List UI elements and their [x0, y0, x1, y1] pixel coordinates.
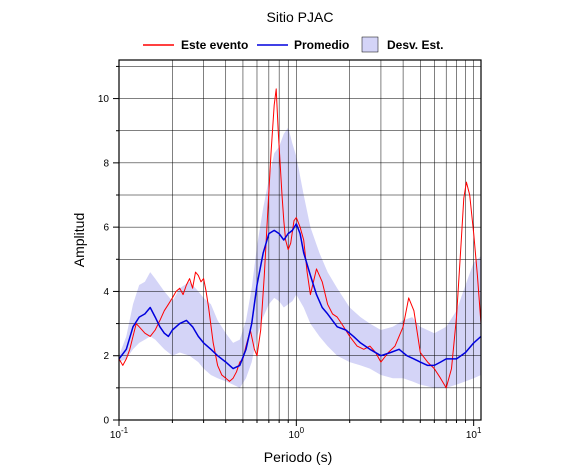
- series-line-event: [119, 88, 481, 389]
- y-tick-label: 6: [103, 223, 109, 234]
- y-tick-label: 0: [103, 416, 109, 427]
- std-dev-band: [119, 127, 481, 388]
- x-tick-label: 100: [289, 426, 305, 441]
- plot-frame: [118, 59, 482, 421]
- x-tick-exponent: 1: [477, 426, 482, 435]
- legend-label-event: Este evento: [181, 38, 248, 52]
- x-ticks: [118, 420, 475, 426]
- x-tick-exponent: 0: [300, 426, 305, 435]
- y-ticks: [113, 65, 119, 421]
- x-tick-base: 10: [289, 430, 301, 441]
- chart-title: Sitio PJAC: [267, 9, 334, 25]
- legend: Este evento Promedio Desv. Est.: [143, 36, 443, 53]
- y-tick-label: 4: [103, 287, 109, 298]
- series-line-mean: [119, 223, 481, 370]
- x-axis-label: Periodo (s): [264, 449, 332, 465]
- y-tick-label: 8: [103, 158, 109, 169]
- y-axis-label: Amplitud: [71, 213, 87, 267]
- x-tick-exponent: -1: [121, 426, 129, 435]
- y-tick-label: 10: [98, 94, 110, 105]
- x-tick-label: 101: [466, 426, 482, 441]
- legend-label-mean: Promedio: [294, 38, 349, 52]
- x-tick-base: 10: [466, 430, 478, 441]
- legend-swatch-band: [361, 36, 379, 53]
- x-tick-label: 10-1: [110, 426, 129, 441]
- x-tick-base: 10: [110, 430, 122, 441]
- y-tick-label: 2: [103, 351, 109, 362]
- grid-lines: [118, 60, 481, 420]
- legend-label-band: Desv. Est.: [387, 38, 443, 52]
